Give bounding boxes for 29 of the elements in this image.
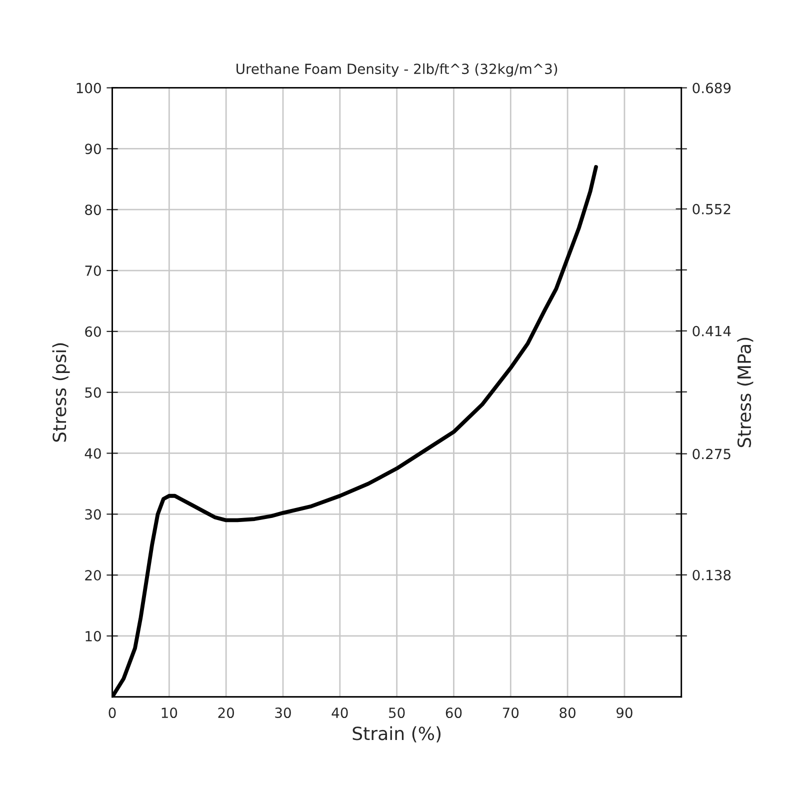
y2-axis-title: Stress (MPa) [737, 338, 754, 448]
y-tick-label: 90 [85, 144, 101, 154]
x-tick-label: 0 [108, 708, 116, 718]
x-tick-label: 40 [332, 708, 348, 718]
x-tick-label: 50 [389, 708, 405, 718]
y-tick-label: 40 [84, 448, 101, 459]
y-tick-label: 50 [85, 387, 101, 398]
x-tick-label: 10 [162, 708, 178, 718]
x-tick-label: 20 [218, 708, 234, 718]
y2-tick-label: 0.275 [692, 448, 730, 460]
x-axis-title: Strain (%) [352, 726, 441, 742]
y-tick-label: 100 [76, 82, 101, 94]
x-tick-label: 90 [616, 708, 632, 718]
y-tick-label: 80 [85, 204, 101, 216]
y-tick-label: 30 [85, 509, 101, 520]
y-tick-label: 60 [85, 326, 101, 337]
y-tick-label: 20 [85, 570, 101, 581]
x-tick-label: 70 [502, 708, 519, 718]
y-tick-label: 70 [85, 265, 101, 276]
x-tick-label: 30 [275, 708, 291, 718]
y2-tick-label: 0.414 [692, 326, 731, 336]
y2-tick-label: 0.689 [692, 82, 731, 94]
y2-tick-label: 0.552 [692, 204, 730, 214]
chart-title: Urethane Foam Density - 2lb/ft^3 (32kg/m^3) [236, 63, 558, 77]
y-axis-title: Stress (psi) [52, 343, 70, 442]
y2-tick-label: 0.138 [692, 570, 731, 580]
x-tick-label: 60 [446, 708, 462, 718]
y-tick-label: 10 [86, 630, 101, 642]
x-tick-label: 80 [560, 708, 576, 718]
